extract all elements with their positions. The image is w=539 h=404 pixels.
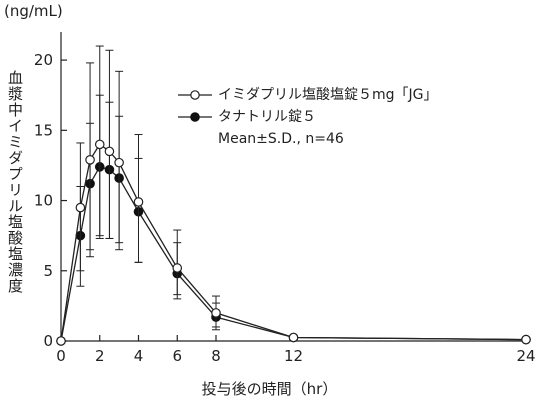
legend-label-reference: タナトリル錠５ bbox=[218, 109, 316, 125]
y-tick-label: 20 bbox=[34, 51, 53, 69]
y-axis-label: 血漿中イミダプリル塩酸塩濃度 bbox=[6, 70, 24, 294]
series-test bbox=[56, 45, 531, 346]
y-tick-label: 5 bbox=[43, 262, 53, 280]
data-point bbox=[56, 336, 66, 346]
data-point bbox=[85, 155, 95, 165]
data-point bbox=[211, 308, 221, 318]
legend-key-filled-circle bbox=[178, 112, 212, 122]
data-point bbox=[104, 146, 115, 157]
y-axis-unit: (ng/mL) bbox=[4, 2, 63, 20]
stats-annotation: Mean±S.D., n=46 bbox=[218, 131, 344, 147]
chart-series-layer bbox=[56, 45, 531, 346]
x-tick-label: 12 bbox=[284, 347, 303, 365]
x-tick-label: 4 bbox=[134, 347, 144, 365]
x-tick-label: 8 bbox=[211, 347, 221, 365]
series-line bbox=[60, 143, 527, 342]
data-point bbox=[94, 139, 105, 150]
data-point bbox=[288, 332, 299, 343]
x-tick-label: 2 bbox=[95, 347, 105, 365]
x-tick-label: 0 bbox=[56, 347, 66, 365]
y-tick-label: 0 bbox=[43, 332, 53, 350]
legend-key-open-circle bbox=[178, 90, 212, 100]
data-point bbox=[75, 202, 86, 213]
y-tick-label: 15 bbox=[34, 121, 53, 139]
y-tick-label: 10 bbox=[34, 192, 53, 210]
data-point bbox=[172, 263, 183, 273]
data-point bbox=[133, 197, 144, 207]
x-tick-label: 24 bbox=[516, 347, 535, 365]
x-tick-label: 6 bbox=[172, 347, 182, 365]
x-axis-label: 投与後の時間（hr） bbox=[201, 380, 338, 398]
data-point bbox=[521, 334, 531, 345]
series-line bbox=[60, 166, 527, 342]
legend-label-test: イミダプリル塩酸塩錠５mg「JG」 bbox=[218, 87, 438, 103]
data-point bbox=[114, 157, 124, 168]
